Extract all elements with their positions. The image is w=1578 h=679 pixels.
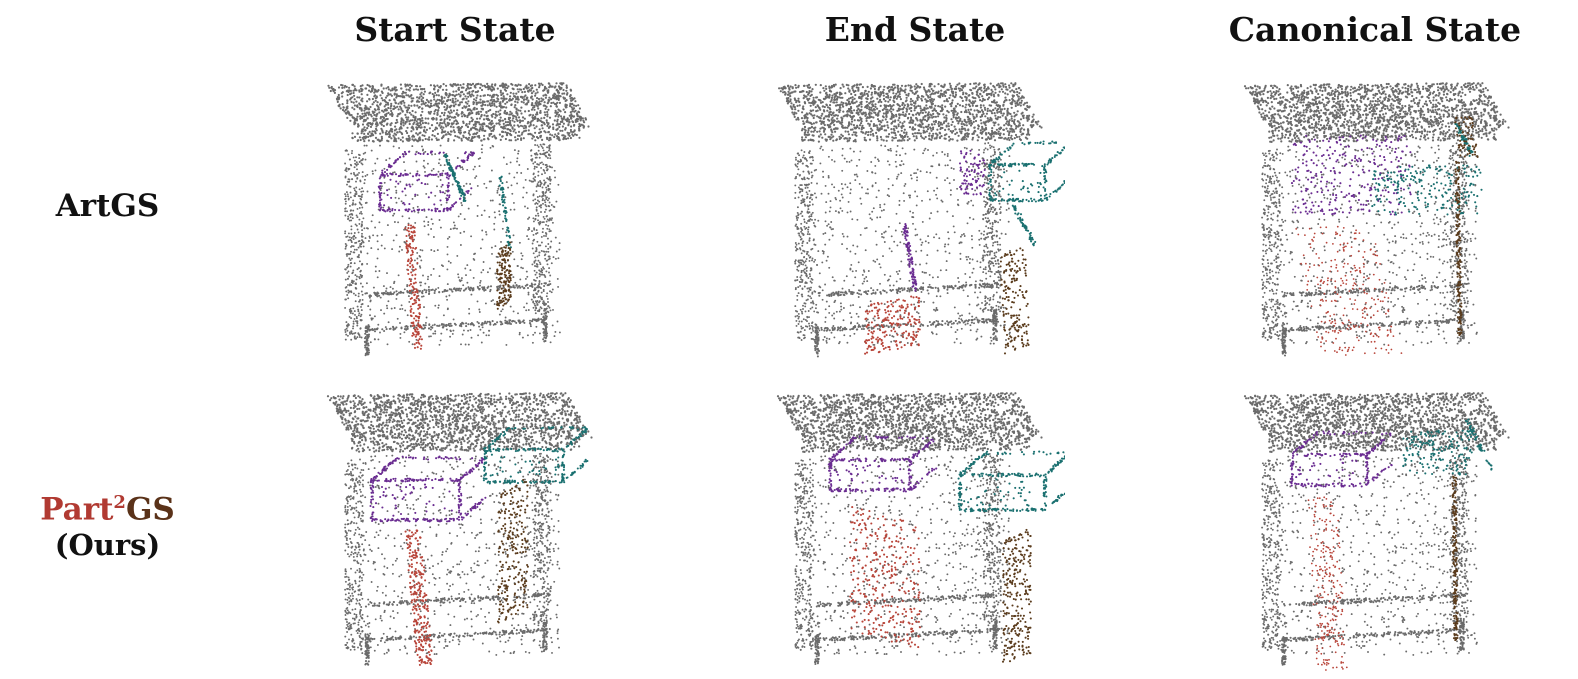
column-header-end: End State — [715, 10, 1115, 49]
ours-label-gs: GS — [126, 491, 175, 527]
pointcloud-svg — [326, 392, 593, 666]
column-header-start: Start State — [255, 10, 655, 49]
pointcloud-artgs-canonical — [1232, 55, 1532, 365]
ours-label-line2: (Ours) — [0, 527, 215, 563]
pointcloud-svg — [776, 392, 1065, 666]
pointcloud-artgs-start — [315, 55, 615, 365]
pointcloud-svg — [1243, 82, 1510, 357]
pointcloud-svg — [1243, 392, 1510, 671]
pointcloud-artgs-end — [765, 55, 1065, 365]
ours-label-part: Part — [40, 491, 113, 527]
pointcloud-ours-end — [765, 365, 1065, 675]
pointcloud-ours-start — [315, 365, 615, 675]
ours-label-sup: 2 — [113, 492, 126, 513]
pointcloud-ours-canonical — [1232, 365, 1532, 675]
row-label-artgs: ArtGS — [0, 188, 215, 224]
row-label-ours: Part2GS (Ours) — [0, 485, 215, 563]
column-header-canonical: Canonical State — [1175, 10, 1575, 49]
pointcloud-svg — [778, 82, 1065, 358]
pointcloud-svg — [327, 82, 590, 357]
